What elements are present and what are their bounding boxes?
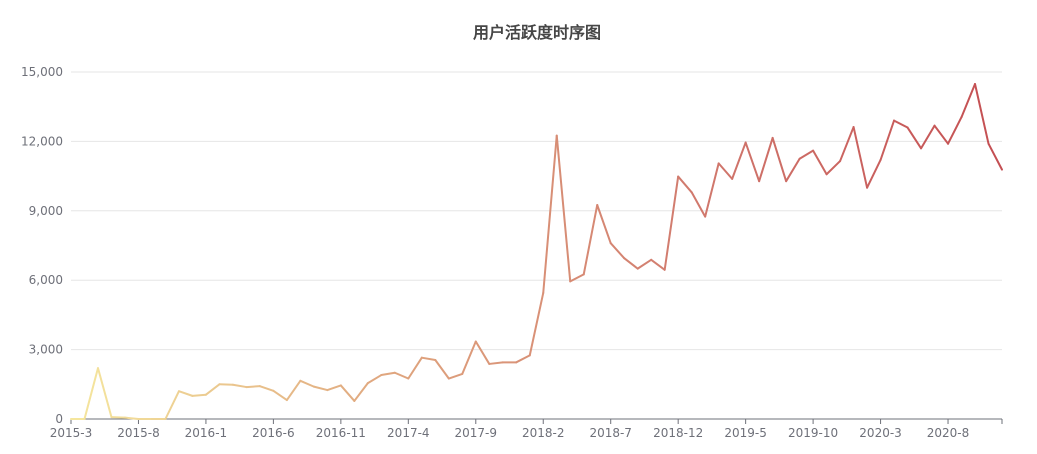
series-segment (704, 162, 720, 218)
y-axis-ticks: 0 3,000 6,000 9,000 12,000 15,000 (21, 65, 63, 426)
series-segment (542, 134, 558, 294)
x-tick-label: 2019-10 (788, 426, 838, 440)
series-segment (515, 354, 531, 364)
series-segment (690, 191, 707, 218)
y-tick-label: 9,000 (29, 204, 63, 218)
series-segment (906, 126, 923, 150)
series-segment (569, 273, 585, 283)
series-segment (879, 119, 896, 161)
x-tick-label: 2015-3 (50, 426, 93, 440)
series-segment (744, 141, 761, 183)
series-segment (285, 379, 302, 402)
series-segment (164, 390, 180, 420)
series-segment (650, 258, 666, 271)
series-segment (852, 126, 869, 189)
series-segment (893, 119, 909, 129)
series-segment (123, 416, 140, 420)
series-segment (420, 356, 437, 362)
series-segment (488, 361, 504, 365)
series-segment (83, 367, 99, 420)
series-segment (758, 136, 774, 183)
x-tick-label: 2015-8 (117, 426, 160, 440)
series-segment (245, 385, 261, 389)
y-tick-label: 12,000 (21, 134, 63, 148)
series-segment (96, 367, 113, 419)
series-segment (299, 379, 315, 388)
y-tick-label: 3,000 (29, 343, 63, 357)
series-line (70, 83, 1003, 420)
series-segment (407, 356, 423, 380)
series-segment (771, 136, 788, 183)
series-segment (812, 149, 828, 176)
series-segment (393, 371, 410, 380)
series-segment (731, 141, 747, 180)
series-segment (461, 340, 477, 375)
series-segment (825, 160, 842, 176)
y-tick-label: 6,000 (29, 273, 63, 287)
series-segment (447, 372, 464, 380)
series-segment (609, 242, 626, 260)
series-segment (663, 175, 680, 271)
series-segment (596, 204, 612, 245)
x-tick-label: 2020-8 (927, 426, 970, 440)
series-segment (191, 393, 207, 397)
grid-lines (71, 71, 1002, 351)
series-segment (839, 126, 855, 163)
series-segment (636, 258, 653, 270)
series-segment (177, 390, 194, 397)
x-tick-label: 2017-4 (387, 426, 430, 440)
x-axis: 2015-3 2015-8 2016-1 2016-6 2016-11 2017-4 201… (50, 418, 1003, 440)
x-tick-label: 2016-6 (252, 426, 295, 440)
series-segment (947, 116, 963, 145)
y-tick-label: 15,000 (21, 65, 63, 79)
x-tick-label: 2018-7 (589, 426, 632, 440)
x-tick-label: 2019-5 (724, 426, 767, 440)
series-segment (798, 149, 815, 160)
series-segment (987, 142, 1003, 171)
chart-title: 用户活跃度时序图 (473, 23, 601, 42)
x-tick-label: 2018-2 (522, 426, 565, 440)
series-segment (204, 383, 221, 396)
series-segment (231, 383, 248, 389)
x-tick-label: 2018-12 (653, 426, 703, 440)
series-segment (555, 134, 572, 283)
series-segment (380, 371, 396, 377)
series-segment (677, 175, 693, 194)
x-tick-label: 2016-1 (185, 426, 228, 440)
series-segment (785, 157, 801, 183)
series-segment (717, 162, 734, 180)
series-segment (933, 124, 950, 145)
series-segment (920, 124, 936, 150)
series-segment (326, 384, 342, 392)
x-tick-label: 2016-11 (316, 426, 366, 440)
series-segment (339, 384, 356, 402)
series-segment (974, 83, 990, 145)
series-segment (366, 374, 383, 385)
series-segment (353, 382, 369, 402)
x-tick-label: 2020-3 (859, 426, 902, 440)
series-segment (434, 359, 450, 380)
series-segment (866, 158, 882, 189)
series-segment (528, 291, 545, 357)
series-segment (312, 385, 329, 392)
x-tick-label: 2017-9 (455, 426, 498, 440)
series-segment (474, 340, 491, 365)
series-segment (258, 385, 275, 392)
series-segment (272, 389, 288, 402)
series-segment (623, 257, 639, 270)
y-tick-label: 0 (55, 412, 63, 426)
series-segment (582, 204, 599, 276)
series-segment (960, 83, 977, 119)
